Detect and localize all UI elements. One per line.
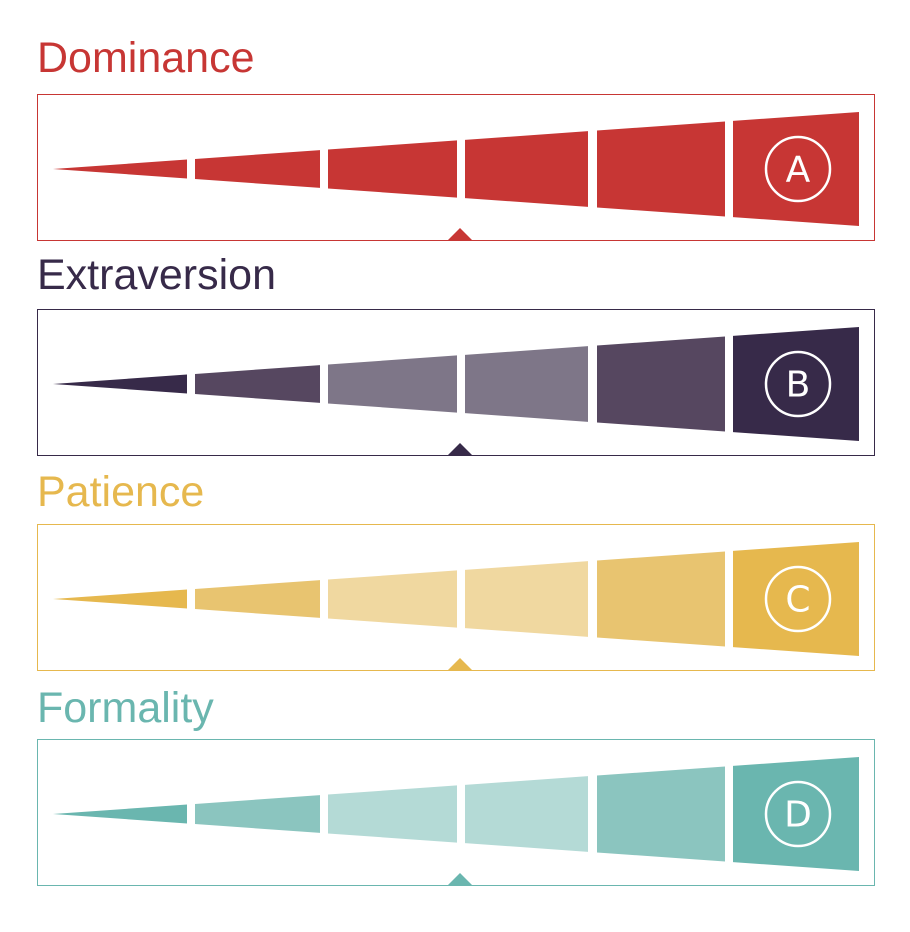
badge-letter-extraversion: B (786, 365, 811, 406)
wedge-segment-patience-3 (328, 570, 457, 628)
badge-circle-extraversion (764, 350, 832, 418)
wedge-scale-dominance: A (53, 112, 859, 241)
wedge-scale-patience: C (53, 542, 859, 671)
trait-title-extraversion: Extraversion (37, 251, 276, 299)
badge-letter-dominance: A (786, 150, 811, 191)
badge-letter-patience: C (785, 580, 810, 621)
wedge-segment-formality-5 (597, 766, 725, 862)
wedge-segment-patience-2 (195, 580, 320, 618)
wedge-segment-extraversion-6 (733, 327, 859, 441)
marker-triangle-dominance (447, 228, 473, 241)
wedge-segment-extraversion-4 (465, 346, 588, 422)
marker-triangle-patience (447, 658, 473, 671)
wedge-segment-formality-3 (328, 785, 457, 843)
wedge-segment-extraversion-1 (53, 374, 187, 394)
wedge-segment-formality-4 (465, 776, 588, 852)
badge-circle-patience (764, 565, 832, 633)
trait-title-formality: Formality (37, 684, 214, 732)
wedge-segment-formality-1 (53, 804, 187, 824)
wedge-segment-patience-6 (733, 542, 859, 656)
wedge-segment-extraversion-2 (195, 365, 320, 403)
badge-circle-formality (764, 780, 832, 848)
wedge-segment-dominance-5 (597, 121, 725, 217)
trait-title-dominance: Dominance (37, 34, 255, 82)
wedge-scale-formality: D (53, 757, 859, 886)
wedge-segment-formality-2 (195, 795, 320, 833)
wedge-segment-dominance-1 (53, 159, 187, 179)
badge-circle-dominance (764, 135, 832, 203)
trait-title-patience: Patience (37, 468, 205, 516)
marker-triangle-formality (447, 873, 473, 886)
wedge-segment-dominance-2 (195, 150, 320, 188)
wedge-segment-patience-4 (465, 561, 588, 637)
wedge-segment-dominance-4 (465, 131, 588, 207)
wedge-scale-extraversion: B (53, 327, 859, 456)
wedge-segment-patience-5 (597, 551, 725, 647)
wedge-segment-dominance-3 (328, 140, 457, 198)
wedge-segment-extraversion-5 (597, 336, 725, 432)
wedge-segment-patience-1 (53, 589, 187, 609)
wedge-segment-dominance-6 (733, 112, 859, 226)
badge-letter-formality: D (784, 795, 812, 836)
marker-triangle-extraversion (447, 443, 473, 456)
wedge-segment-formality-6 (733, 757, 859, 871)
wedge-segment-extraversion-3 (328, 355, 457, 413)
